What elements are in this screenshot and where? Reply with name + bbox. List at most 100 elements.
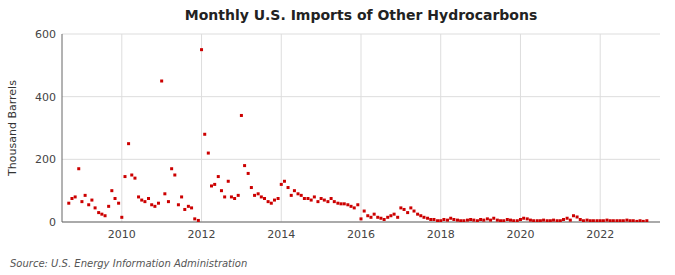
point — [67, 202, 70, 205]
point — [306, 197, 309, 200]
x-tick-label: 2014 — [267, 228, 295, 241]
point — [187, 205, 190, 208]
point — [399, 206, 402, 209]
point — [639, 219, 642, 222]
grid-line — [201, 34, 202, 222]
point — [629, 219, 632, 222]
point — [602, 219, 605, 222]
point — [436, 219, 439, 222]
grid-line — [440, 34, 441, 222]
point — [599, 219, 602, 222]
point — [582, 219, 585, 222]
point — [546, 219, 549, 222]
point — [569, 219, 572, 222]
point — [409, 206, 412, 209]
point — [247, 172, 250, 175]
point — [104, 214, 107, 217]
point — [492, 217, 495, 220]
x-tick-label: 2020 — [506, 228, 534, 241]
grid-line — [520, 34, 521, 222]
point — [406, 211, 409, 214]
point — [549, 219, 552, 222]
point — [250, 186, 253, 189]
point — [183, 208, 186, 211]
point — [502, 219, 505, 222]
point — [456, 219, 459, 222]
point — [190, 206, 193, 209]
point — [452, 218, 455, 221]
point — [562, 218, 565, 221]
point — [87, 203, 90, 206]
point — [393, 213, 396, 216]
point — [163, 192, 166, 195]
x-tick-label: 2012 — [188, 228, 216, 241]
point — [270, 202, 273, 205]
point — [210, 184, 213, 187]
point — [273, 199, 276, 202]
point — [506, 218, 509, 221]
x-tick-label: 2010 — [108, 228, 136, 241]
point — [373, 213, 376, 216]
x-tick-label: 2016 — [347, 228, 375, 241]
point — [203, 133, 206, 136]
point — [369, 216, 372, 219]
point — [526, 217, 529, 220]
point — [173, 174, 176, 177]
point — [177, 203, 180, 206]
point — [536, 219, 539, 222]
point — [157, 202, 160, 205]
point — [260, 195, 263, 198]
grid-line — [121, 34, 122, 222]
point — [170, 167, 173, 170]
point — [227, 180, 230, 183]
point — [632, 219, 635, 222]
point — [150, 203, 153, 206]
point — [413, 210, 416, 213]
point — [486, 217, 489, 220]
point — [127, 142, 130, 145]
title: Monthly U.S. Imports of Other Hydrocarbo… — [185, 7, 538, 23]
point — [160, 80, 163, 83]
point — [303, 197, 306, 200]
point — [323, 199, 326, 202]
point — [353, 206, 356, 209]
point — [426, 217, 429, 220]
points — [67, 48, 648, 222]
point — [442, 218, 445, 221]
point — [133, 177, 136, 180]
point — [609, 219, 612, 222]
point — [290, 194, 293, 197]
point — [223, 195, 226, 198]
point — [277, 197, 280, 200]
point — [422, 216, 425, 219]
point — [137, 195, 140, 198]
point — [605, 219, 608, 222]
point — [230, 195, 233, 198]
point — [94, 206, 97, 209]
point — [130, 174, 133, 177]
point — [263, 197, 266, 200]
point — [403, 208, 406, 211]
point — [220, 189, 223, 192]
point — [469, 218, 472, 221]
point — [619, 219, 622, 222]
point — [114, 197, 117, 200]
point — [572, 214, 575, 217]
x-axis — [62, 222, 660, 223]
point — [459, 219, 462, 222]
point — [267, 200, 270, 203]
point — [326, 200, 329, 203]
point — [140, 199, 143, 202]
point — [556, 219, 559, 222]
point — [300, 194, 303, 197]
point — [313, 195, 316, 198]
point — [110, 189, 113, 192]
point — [180, 195, 183, 198]
y-axis — [62, 34, 63, 222]
point — [77, 167, 80, 170]
point — [576, 215, 579, 218]
point — [90, 199, 93, 202]
point — [80, 200, 83, 203]
point — [396, 216, 399, 219]
chart: Monthly U.S. Imports of Other Hydrocarbo… — [0, 0, 675, 275]
